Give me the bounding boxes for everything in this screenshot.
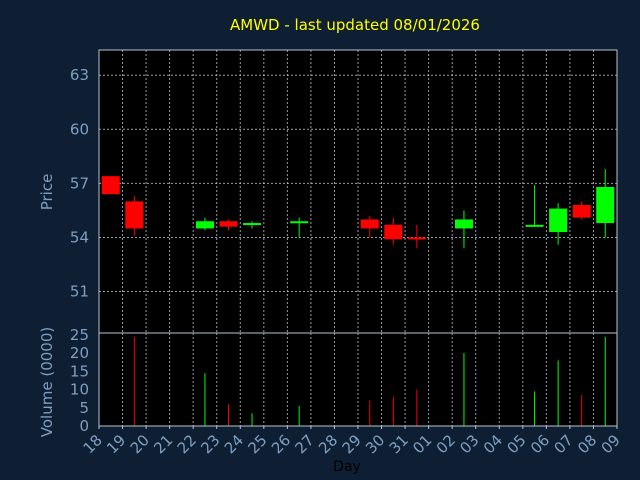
x-tick-label: 26 bbox=[268, 431, 294, 457]
x-tick-label: 05 bbox=[503, 431, 529, 457]
x-tick-label: 31 bbox=[386, 431, 412, 457]
x-tick-label: 22 bbox=[174, 431, 200, 457]
x-tick-label: 08 bbox=[574, 431, 600, 457]
x-tick-label: 25 bbox=[244, 431, 270, 457]
x-tick-label: 24 bbox=[221, 431, 247, 457]
volume-tick-label: 20 bbox=[70, 344, 89, 362]
candle-body bbox=[219, 221, 238, 227]
marks-layer bbox=[101, 168, 615, 426]
volume-tick-label: 0 bbox=[79, 417, 89, 435]
x-tick-label: 28 bbox=[315, 431, 341, 457]
candle-body bbox=[125, 201, 144, 229]
x-tick-label: 03 bbox=[456, 431, 482, 457]
x-tick-label: 02 bbox=[433, 431, 459, 457]
candle-body bbox=[572, 205, 591, 218]
candle-body bbox=[360, 219, 379, 229]
price-tick-label: 54 bbox=[70, 228, 89, 246]
candle-body bbox=[525, 224, 544, 227]
x-tick-label: 23 bbox=[197, 431, 223, 457]
x-tick-label: 04 bbox=[480, 431, 506, 457]
price-axis-label: Price bbox=[38, 174, 56, 211]
volume-tick-label: 10 bbox=[70, 381, 89, 399]
volume-axis-label: Volume (0000) bbox=[38, 327, 56, 437]
candle-body bbox=[407, 237, 426, 240]
x-tick-label: 21 bbox=[150, 431, 176, 457]
x-tick-label: 20 bbox=[127, 431, 153, 457]
volume-tick-label: 25 bbox=[70, 326, 89, 344]
x-tick-label: 30 bbox=[362, 431, 388, 457]
x-tick-label: 09 bbox=[598, 431, 624, 457]
candle-body bbox=[549, 208, 568, 233]
candle-body bbox=[290, 221, 309, 224]
x-tick-label: 29 bbox=[339, 431, 365, 457]
x-tick-label: 01 bbox=[409, 431, 435, 457]
x-tick-label: 07 bbox=[551, 431, 577, 457]
chart-title: AMWD - last updated 08/01/2026 bbox=[230, 16, 480, 34]
x-axis-label: Day bbox=[333, 459, 361, 475]
candle-body bbox=[384, 224, 403, 240]
candle-body bbox=[243, 223, 262, 226]
candle-body bbox=[101, 176, 120, 195]
candle-body bbox=[596, 186, 615, 224]
price-tick-label: 57 bbox=[70, 174, 89, 192]
price-tick-label: 63 bbox=[70, 66, 89, 84]
x-tick-label: 27 bbox=[292, 431, 318, 457]
x-tick-label: 18 bbox=[80, 431, 106, 457]
grid-layer bbox=[99, 50, 617, 426]
price-tick-label: 51 bbox=[70, 283, 89, 301]
candle-body bbox=[195, 221, 214, 229]
x-tick-label: 06 bbox=[527, 431, 553, 457]
volume-tick-label: 15 bbox=[70, 362, 89, 380]
price-tick-label: 60 bbox=[70, 120, 89, 138]
volume-frame bbox=[98, 332, 618, 427]
candle-body bbox=[454, 219, 473, 229]
x-tick-label: 19 bbox=[103, 431, 129, 457]
volume-tick-label: 5 bbox=[79, 399, 89, 417]
